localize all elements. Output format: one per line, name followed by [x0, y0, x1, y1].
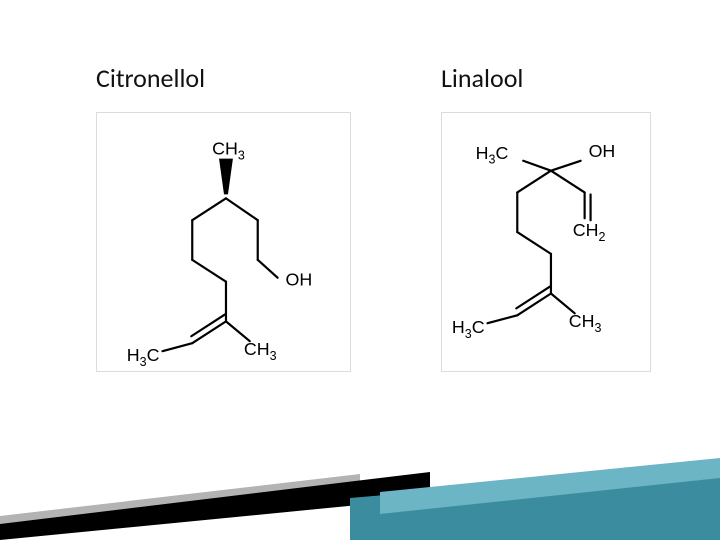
svg-text:CH2: CH2 [573, 220, 606, 244]
slide-footer-decor [0, 420, 720, 540]
molecule-title-2: Linalool [441, 62, 523, 94]
svg-text:OH: OH [286, 270, 313, 290]
molecule-title-1: Citronellol [96, 62, 205, 94]
svg-text:H3C: H3C [476, 143, 509, 167]
svg-text:CH3: CH3 [244, 339, 277, 363]
column-citronellol: Citronellol CH3OHH3CCH3 [96, 62, 351, 372]
content-area: Citronellol CH3 OH H3C CH3 Linalool H3C OH CH… [96, 62, 650, 372]
svg-text:OH: OH [589, 141, 616, 161]
linalool-svg: H3C OH CH2 H3C CH3 [442, 112, 650, 372]
svg-text:H3C: H3C [452, 317, 485, 341]
molecule-structure-1: CH3OHH3CCH3 [96, 112, 351, 372]
svg-text:CH3: CH3 [569, 311, 602, 335]
molecule-structure-2: H3C OH CH2 H3C CH3 [441, 112, 651, 372]
column-linalool: Linalool H3C OH CH2 H3C CH3 [441, 62, 651, 372]
svg-text:H3C: H3C [127, 345, 160, 369]
citronellol-svg: CH3OHH3CCH3 [97, 112, 350, 372]
